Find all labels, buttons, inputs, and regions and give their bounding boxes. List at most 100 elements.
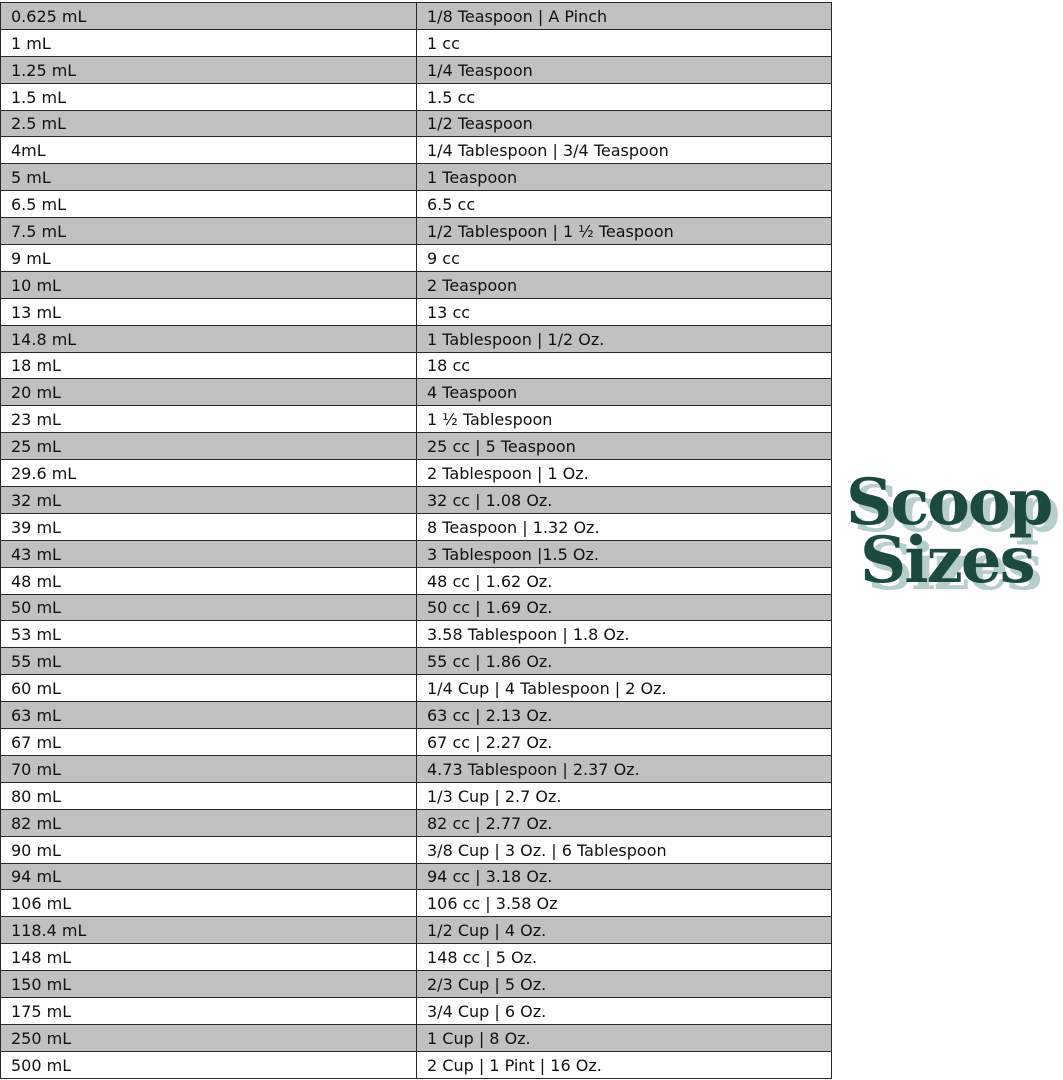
equivalent-cell: 1/3 Cup | 2.7 Oz. [416, 781, 832, 810]
ml-cell: 106 mL [0, 889, 417, 918]
logo-line-1: Scoop [846, 465, 1053, 540]
scoop-size-table: 0.625 mL 1/8 Teaspoon | A Pinch 1 mL 1 cc 1.… [0, 2, 832, 1079]
ml-cell: 20 mL [0, 378, 417, 407]
equivalent-cell: 1/2 Teaspoon [416, 109, 832, 138]
table-row: 80 mL 1/3 Cup | 2.7 Oz. [0, 781, 832, 810]
ml-cell: 118.4 mL [0, 916, 417, 945]
ml-cell: 29.6 mL [0, 459, 417, 488]
ml-cell: 25 mL [0, 432, 417, 461]
table-row: 118.4 mL 1/2 Cup | 4 Oz. [0, 916, 832, 945]
equivalent-cell: 4.73 Tablespoon | 2.37 Oz. [416, 754, 832, 783]
table-row: 55 mL 55 cc | 1.86 Oz. [0, 647, 832, 676]
equivalent-cell: 1/4 Teaspoon [416, 55, 832, 84]
table-row: 60 mL 1/4 Cup | 4 Tablespoon | 2 Oz. [0, 674, 832, 703]
ml-cell: 500 mL [0, 1050, 417, 1079]
ml-cell: 150 mL [0, 970, 417, 998]
ml-cell: 250 mL [0, 1023, 417, 1052]
equivalent-cell: 1 Cup | 8 Oz. [416, 1023, 832, 1052]
ml-cell: 39 mL [0, 512, 417, 541]
equivalent-cell: 48 cc | 1.62 Oz. [416, 566, 832, 595]
table-row: 18 mL 18 cc [0, 351, 832, 380]
equivalent-cell: 3.58 Tablespoon | 1.8 Oz. [416, 620, 832, 649]
table-row: 63 mL 63 cc | 2.13 Oz. [0, 701, 832, 730]
equivalent-cell: 106 cc | 3.58 Oz [416, 889, 832, 918]
table-row: 25 mL 25 cc | 5 Teaspoon [0, 432, 832, 461]
table-row: 94 mL 94 cc | 3.18 Oz. [0, 862, 832, 891]
table-row: 48 mL 48 cc | 1.62 Oz. [0, 566, 832, 595]
equivalent-cell: 148 cc | 5 Oz. [416, 943, 832, 972]
equivalent-cell: 82 cc | 2.77 Oz. [416, 808, 832, 837]
equivalent-cell: 1/2 Tablespoon | 1 ½ Teaspoon [416, 217, 832, 246]
equivalent-cell: 1 Tablespoon | 1/2 Oz. [416, 324, 832, 353]
equivalent-cell: 94 cc | 3.18 Oz. [416, 862, 832, 891]
ml-cell: 43 mL [0, 539, 417, 568]
equivalent-cell: 50 cc | 1.69 Oz. [416, 593, 832, 622]
ml-cell: 63 mL [0, 701, 417, 730]
table-row: 175 mL 3/4 Cup | 6 Oz. [0, 996, 832, 1025]
ml-cell: 90 mL [0, 835, 417, 864]
ml-cell: 175 mL [0, 996, 417, 1025]
table-row: 250 mL 1 Cup | 8 Oz. [0, 1023, 832, 1052]
equivalent-cell: 1/4 Cup | 4 Tablespoon | 2 Oz. [416, 674, 832, 703]
table-row: 106 mL 106 cc | 3.58 Oz [0, 889, 832, 918]
equivalent-cell: 13 cc [416, 297, 832, 326]
ml-cell: 70 mL [0, 754, 417, 783]
table-row: 32 mL 32 cc | 1.08 Oz. [0, 486, 832, 514]
ml-cell: 1.5 mL [0, 82, 417, 111]
equivalent-cell: 3/8 Cup | 3 Oz. | 6 Tablespoon [416, 835, 832, 864]
table-row: 1.5 mL 1.5 cc [0, 82, 832, 111]
ml-cell: 18 mL [0, 351, 417, 380]
table-row: 67 mL 67 cc | 2.27 Oz. [0, 728, 832, 756]
equivalent-cell: 32 cc | 1.08 Oz. [416, 486, 832, 514]
equivalent-cell: 67 cc | 2.27 Oz. [416, 728, 832, 756]
ml-cell: 55 mL [0, 647, 417, 676]
equivalent-cell: 55 cc | 1.86 Oz. [416, 647, 832, 676]
equivalent-cell: 63 cc | 2.13 Oz. [416, 701, 832, 730]
equivalent-cell: 18 cc [416, 351, 832, 380]
equivalent-cell: 3 Tablespoon |1.5 Oz. [416, 539, 832, 568]
equivalent-cell: 8 Teaspoon | 1.32 Oz. [416, 512, 832, 541]
table-row: 39 mL 8 Teaspoon | 1.32 Oz. [0, 512, 832, 541]
table-row: 9 mL 9 cc [0, 244, 832, 272]
ml-cell: 50 mL [0, 593, 417, 622]
table-row: 6.5 mL 6.5 cc [0, 190, 832, 219]
logo-line-2: Sizes [860, 523, 1036, 598]
ml-cell: 48 mL [0, 566, 417, 595]
table-row: 500 mL 2 Cup | 1 Pint | 16 Oz. [0, 1050, 832, 1079]
equivalent-cell: 1 cc [416, 28, 832, 57]
table-row: 23 mL 1 ½ Tablespoon [0, 405, 832, 434]
ml-cell: 5 mL [0, 163, 417, 192]
equivalent-cell: 3/4 Cup | 6 Oz. [416, 996, 832, 1025]
ml-cell: 67 mL [0, 728, 417, 756]
equivalent-cell: 2 Teaspoon [416, 270, 832, 299]
equivalent-cell: 9 cc [416, 244, 832, 272]
table-row: 148 mL 148 cc | 5 Oz. [0, 943, 832, 972]
table-row: 82 mL 82 cc | 2.77 Oz. [0, 808, 832, 837]
equivalent-cell: 4 Teaspoon [416, 378, 832, 407]
table-row: 5 mL 1 Teaspoon [0, 163, 832, 192]
scoop-sizes-logo: Scoop Sizes [846, 465, 1061, 598]
ml-cell: 7.5 mL [0, 217, 417, 246]
ml-cell: 94 mL [0, 862, 417, 891]
ml-cell: 80 mL [0, 781, 417, 810]
ml-cell: 13 mL [0, 297, 417, 326]
table-row: 150 mL 2/3 Cup | 5 Oz. [0, 970, 832, 998]
equivalent-cell: 1 ½ Tablespoon [416, 405, 832, 434]
table-row: 13 mL 13 cc [0, 297, 832, 326]
table-row: 10 mL 2 Teaspoon [0, 270, 832, 299]
table-row: 1.25 mL 1/4 Teaspoon [0, 55, 832, 84]
equivalent-cell: 2/3 Cup | 5 Oz. [416, 970, 832, 998]
ml-cell: 14.8 mL [0, 324, 417, 353]
ml-cell: 60 mL [0, 674, 417, 703]
equivalent-cell: 25 cc | 5 Teaspoon [416, 432, 832, 461]
table-row: 7.5 mL 1/2 Tablespoon | 1 ½ Teaspoon [0, 217, 832, 246]
table-row: 2.5 mL 1/2 Teaspoon [0, 109, 832, 138]
ml-cell: 23 mL [0, 405, 417, 434]
ml-cell: 6.5 mL [0, 190, 417, 219]
ml-cell: 1.25 mL [0, 55, 417, 84]
ml-cell: 148 mL [0, 943, 417, 972]
table-row: 50 mL 50 cc | 1.69 Oz. [0, 593, 832, 622]
equivalent-cell: 1/2 Cup | 4 Oz. [416, 916, 832, 945]
ml-cell: 53 mL [0, 620, 417, 649]
equivalent-cell: 1/8 Teaspoon | A Pinch [416, 2, 832, 30]
